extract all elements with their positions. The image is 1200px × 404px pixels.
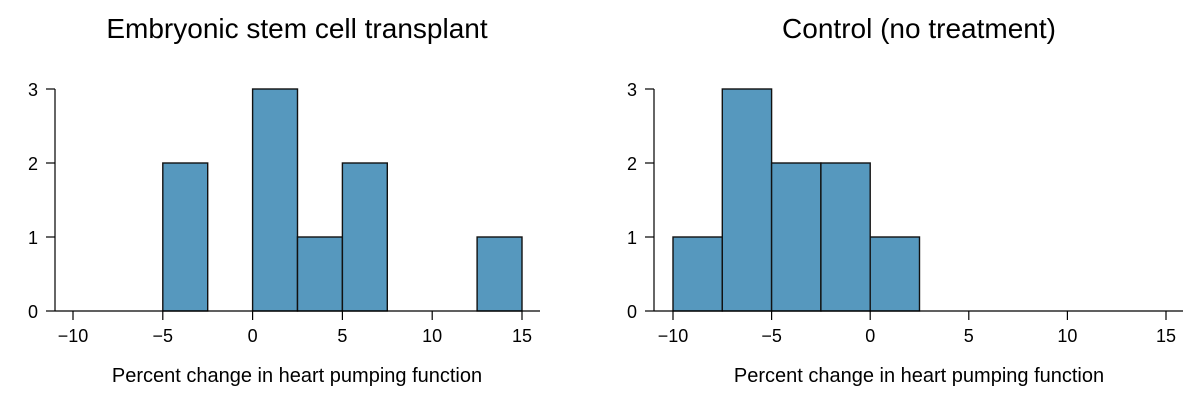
histogram-bar xyxy=(820,162,871,312)
y-tick-label: 3 xyxy=(28,80,38,100)
histogram-bar xyxy=(341,162,388,312)
histogram-bar xyxy=(162,162,209,312)
x-tick-label: 0 xyxy=(248,326,258,346)
x-tick-label: −5 xyxy=(761,326,782,346)
x-tick-label: 15 xyxy=(512,326,532,346)
x-tick-label: −5 xyxy=(153,326,174,346)
y-tick-label: 0 xyxy=(28,302,38,322)
x-tick-label: 5 xyxy=(337,326,347,346)
histogram-bar xyxy=(251,88,299,312)
y-tick-label: 2 xyxy=(627,154,637,174)
chart-title: Embryonic stem cell transplant xyxy=(106,13,487,44)
x-tick-label: −10 xyxy=(658,326,689,346)
histogram-bar xyxy=(721,88,773,312)
x-tick-label: 10 xyxy=(1057,326,1077,346)
y-tick-label: 1 xyxy=(28,228,38,248)
histogram-bar xyxy=(476,236,523,312)
x-tick-label: 5 xyxy=(964,326,974,346)
histogram-bar xyxy=(869,236,921,312)
y-tick-label: 3 xyxy=(627,80,637,100)
y-tick-label: 0 xyxy=(627,302,637,322)
x-tick-label: −10 xyxy=(58,326,89,346)
histogram-bar xyxy=(296,236,344,312)
x-tick-label: 15 xyxy=(1156,326,1176,346)
y-tick-label: 2 xyxy=(28,154,38,174)
histogram-stem-cell: Embryonic stem cell transplant Percent c… xyxy=(28,13,540,387)
chart-title: Control (no treatment) xyxy=(782,13,1056,44)
histogram-control: Control (no treatment) Percent change in… xyxy=(627,13,1183,387)
histogram-bar xyxy=(770,162,822,312)
x-axis-label: Percent change in heart pumping function xyxy=(734,365,1104,387)
y-tick-label: 1 xyxy=(627,228,637,248)
x-axis-label: Percent change in heart pumping function xyxy=(112,365,482,387)
x-tick-label: 10 xyxy=(422,326,442,346)
x-tick-label: 0 xyxy=(865,326,875,346)
histogram-bar xyxy=(672,236,723,312)
